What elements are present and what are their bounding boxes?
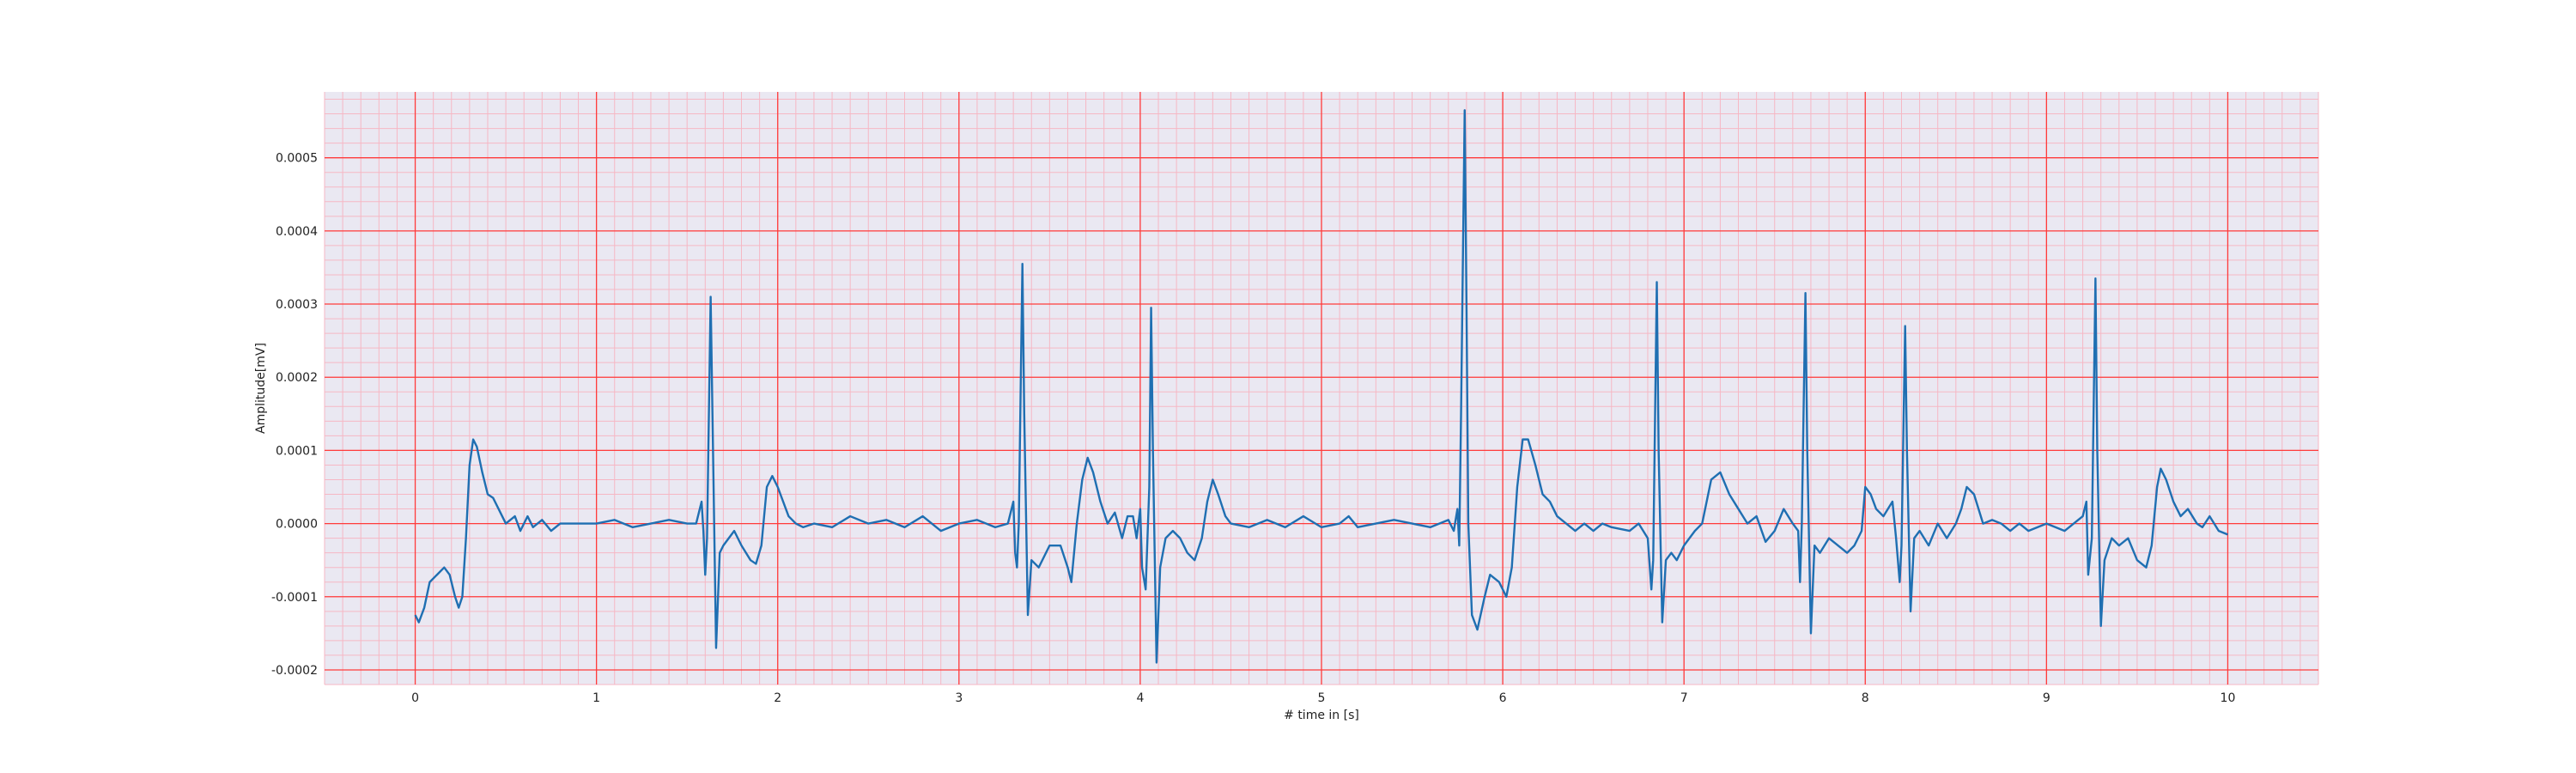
y-axis-label: Amplitude[mV] xyxy=(254,343,268,434)
x-tick-label: 0 xyxy=(411,691,419,705)
y-tick-label: 0.0003 xyxy=(276,298,318,312)
y-tick-label: 0.0002 xyxy=(276,371,318,385)
x-tick-label: 2 xyxy=(774,691,781,705)
x-tick-label: 1 xyxy=(592,691,600,705)
x-tick-label: 4 xyxy=(1136,691,1144,705)
y-tick-label: 0.0000 xyxy=(276,518,318,532)
x-tick-label: 10 xyxy=(2221,691,2236,705)
y-tick-labels: -0.0002 -0.0001 0.0000 0.0001 0.0002 0.0003 0.… xyxy=(271,152,318,678)
x-tick-label: 3 xyxy=(955,691,963,705)
y-tick-label: -0.0001 xyxy=(271,591,318,605)
major-grid xyxy=(325,92,2318,685)
y-tick-label: -0.0002 xyxy=(271,664,318,678)
x-tick-label: 7 xyxy=(1680,691,1688,705)
x-tick-label: 6 xyxy=(1499,691,1507,705)
y-tick-label: 0.0004 xyxy=(276,225,318,239)
x-tick-labels: 0 1 2 3 4 5 6 7 8 9 10 xyxy=(411,691,2235,705)
ecg-signal-line xyxy=(414,109,2228,664)
y-tick-label: 0.0001 xyxy=(276,444,318,458)
x-tick-label: 8 xyxy=(1862,691,1869,705)
y-tick-label: 0.0005 xyxy=(276,152,318,166)
x-tick-label: 9 xyxy=(2043,691,2050,705)
x-axis-label: # time in [s] xyxy=(1284,709,1359,722)
x-tick-label: 5 xyxy=(1318,691,1326,705)
